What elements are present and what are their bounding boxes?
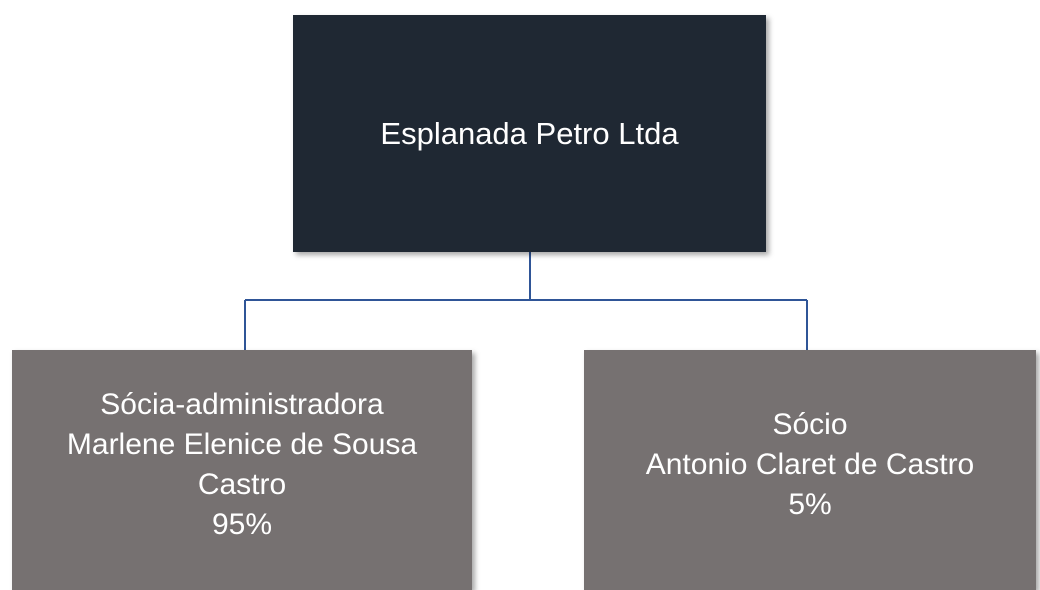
partner-role: Sócio xyxy=(772,408,848,441)
partner-node: Sócio Antonio Claret de Castro 5% xyxy=(584,350,1036,590)
company-node: Esplanada Petro Ltda xyxy=(293,15,766,252)
partner-name: Antonio Claret de Castro xyxy=(645,448,975,481)
partner-share: 95% xyxy=(211,508,273,541)
partner-node: Sócia-administradora Marlene Elenice de … xyxy=(12,350,472,590)
company-label: Esplanada Petro Ltda xyxy=(380,115,679,151)
partner-share: 5% xyxy=(788,488,832,521)
partner-role: Sócia-administradora xyxy=(100,388,384,421)
partner-name: Marlene Elenice de Sousa Castro xyxy=(66,428,418,501)
